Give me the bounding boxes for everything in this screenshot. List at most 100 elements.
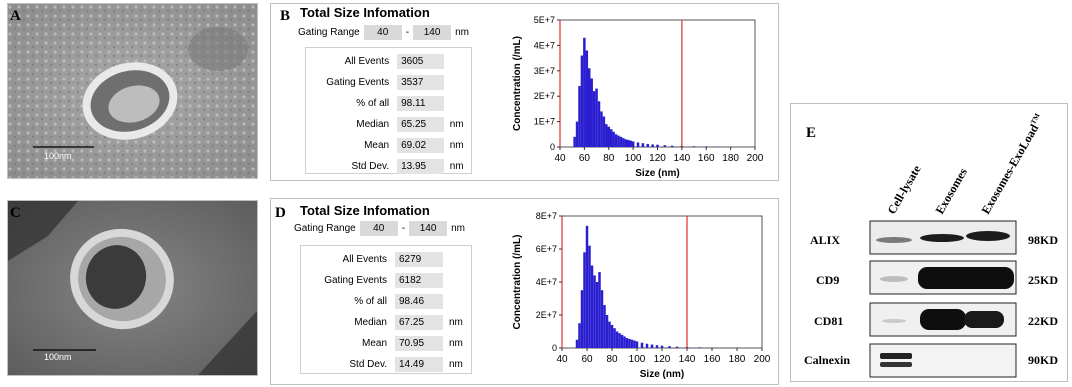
histogram-bar [622,138,625,147]
stat-row: % of all 98.11 [306,93,471,114]
stat-label: Gating Events [326,77,390,88]
histogram-bar [650,344,654,348]
band-cd81-lane2 [920,309,966,330]
histogram-bar [605,124,608,147]
x-tick-label: 120 [649,153,666,164]
histogram-bar [628,338,631,348]
histogram-bar [575,339,579,348]
stat-row: % of all 98.46 [301,291,471,312]
x-axis-label: Size (nm) [640,369,684,380]
scale-bar-label-c: 100nm [44,352,72,362]
stat-label: % of all [356,98,390,109]
histogram-bar [595,282,599,348]
stat-value: 14.49 [395,357,443,372]
panel-label-d: D [275,205,286,221]
tem-image-a [7,3,258,179]
panel-label-c: C [10,205,21,221]
gating-dash: - [405,27,410,38]
lane-label-exosomes-exoload: Exosomes-ExoLoadTM [978,112,1047,217]
histogram-bar [580,55,584,148]
stat-value: 65.25 [397,117,444,132]
protein-label-cd9: CD9 [816,273,839,287]
stat-row: Gating Events 6182 [301,270,471,291]
histogram-bar [573,136,576,147]
lane-label-cell-lysate: Cell-lysate [884,162,923,216]
histogram-bar [588,245,591,348]
stat-row: Mean 70.95 nm [301,333,471,354]
x-tick-label: 100 [625,153,642,164]
x-tick-label: 60 [579,153,591,164]
histogram-bar [705,146,708,147]
band-alix-lane2 [920,234,964,242]
band-cd81-lane1 [882,319,906,323]
histogram-bar [608,321,611,348]
histogram-bar [670,145,674,147]
stats-table-b: All Events 3605 Gating Events 3537 % of al… [305,47,472,174]
x-tick-label: 200 [754,354,771,365]
tem-image-c [7,200,258,376]
histogram-bar [651,144,654,147]
gating-low-value: 40 [363,25,402,40]
y-tick-label: 8E+7 [536,211,557,221]
histogram-bar [660,345,664,348]
histogram-bar [607,126,610,147]
gating-label: Gating Range [294,223,356,234]
stats-table-d: All Events 6279 Gating Events 6182 % of al… [300,245,472,374]
stat-label: Gating Events [324,275,387,286]
stat-label: Mean [361,338,387,349]
lane-label-exosomes: Exosomes [932,165,970,216]
histogram-bar [641,143,645,147]
gating-label: Gating Range [298,27,360,38]
x-tick-label: 140 [674,153,691,164]
panel-label-e: E [806,125,817,141]
histogram-bar [635,341,639,348]
stat-value: 3605 [397,54,444,69]
histogram-bar [629,140,632,147]
y-tick-label: 0 [552,343,557,353]
protein-label-alix: ALIX [810,233,840,247]
x-tick-label: 80 [606,354,618,365]
size-label-cd9: 25KD [1028,273,1058,287]
tem-micrograph-c [8,201,257,375]
y-tick-label: 2E+7 [536,310,557,320]
histogram-bar [609,129,613,147]
band-cd9-lanes2-3 [918,267,1014,289]
stat-row: Median 67.25 nm [301,312,471,333]
stat-label: Mean [364,140,390,151]
stat-unit: nm [449,359,463,370]
histogram-bar [585,225,589,348]
histogram-bar [578,86,581,147]
tem-micrograph-a [8,4,257,178]
size-label-alix: 98KD [1028,233,1058,247]
size-label-cd81: 22KD [1028,314,1058,328]
histogram-bar [618,333,621,348]
stat-value: 67.25 [395,315,443,330]
histogram-bar [627,139,630,147]
stat-row: Median 65.25 nm [306,114,471,135]
y-tick-label: 5E+7 [534,15,555,25]
gating-dash: - [401,223,406,234]
gating-high-value: 140 [413,25,452,40]
band-calnexin-lane1-lower [880,362,912,367]
y-tick-label: 1E+7 [534,117,555,127]
scale-bar-label-a: 100nm [44,151,72,161]
x-tick-label: 180 [729,354,746,365]
histogram-bar [583,252,586,348]
stat-label: Median [354,317,387,328]
stat-value: 98.46 [395,294,443,309]
histogram-bar [600,111,603,147]
histogram-bar [619,136,623,147]
gating-unit: nm [455,27,469,38]
stat-unit: nm [449,140,464,151]
histogram-bar [631,141,635,147]
histogram-bar [617,135,620,147]
stat-value: 3537 [397,75,444,90]
size-distribution-chart-d: 40 60 80 100 120 140 160 180 200 0 2E+7 4E+7 6E+7 8E+… [512,211,771,380]
protein-label-calnexin: Calnexin [804,353,850,367]
stat-label: Median [356,119,390,130]
western-blot: Cell-lysate Exosomes Exosomes-ExoLoadTM … [804,112,1058,378]
x-tick-label: 40 [554,153,566,164]
histogram-bar [588,68,591,147]
stat-value: 70.95 [395,336,443,351]
histogram-bar [580,290,584,348]
